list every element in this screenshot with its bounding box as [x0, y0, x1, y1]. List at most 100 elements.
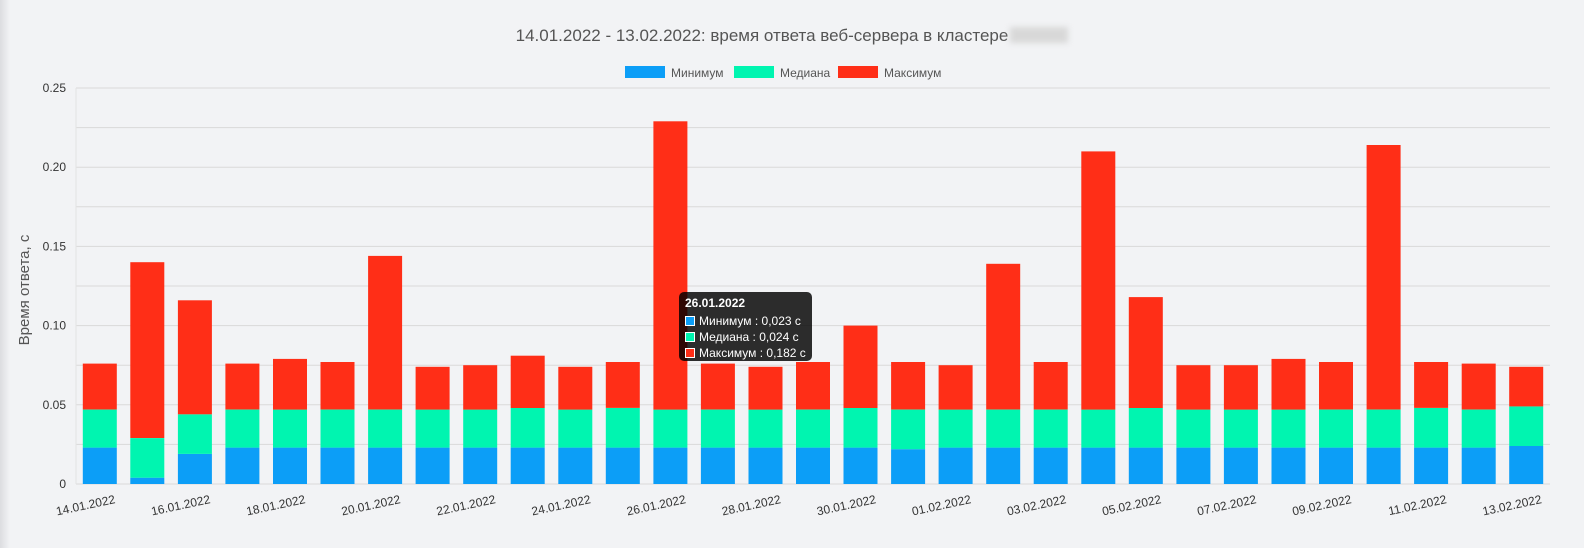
bar-median[interactable]: [1271, 409, 1306, 448]
bar-min[interactable]: [1176, 447, 1211, 484]
bar-max[interactable]: [891, 362, 926, 410]
bar-median[interactable]: [843, 408, 878, 448]
bar-min[interactable]: [843, 447, 878, 484]
bar-min[interactable]: [1128, 447, 1163, 484]
bar-min[interactable]: [700, 447, 735, 484]
bar-median[interactable]: [938, 409, 973, 448]
bar-min[interactable]: [986, 447, 1021, 484]
bar-max[interactable]: [1223, 365, 1258, 410]
bar-median[interactable]: [748, 409, 783, 448]
bar-median[interactable]: [1223, 409, 1258, 448]
bar-max[interactable]: [225, 363, 260, 410]
bar-median[interactable]: [558, 409, 593, 448]
bar-max[interactable]: [1081, 151, 1116, 410]
bar-min[interactable]: [1414, 447, 1449, 484]
legend-swatch-min[interactable]: [625, 66, 665, 78]
bar-max[interactable]: [463, 365, 498, 410]
bar-max[interactable]: [1509, 366, 1544, 407]
bar-min[interactable]: [1509, 446, 1544, 484]
bar-min[interactable]: [748, 447, 783, 484]
bar-max[interactable]: [1271, 358, 1306, 410]
bar-min[interactable]: [463, 447, 498, 484]
bar-max[interactable]: [130, 262, 165, 438]
bar-max[interactable]: [82, 363, 117, 410]
legend-label-min[interactable]: Минимум: [671, 66, 724, 80]
bar-min[interactable]: [273, 447, 307, 484]
bar-min[interactable]: [415, 447, 450, 484]
bar-median[interactable]: [1033, 409, 1068, 448]
bar-max[interactable]: [796, 362, 830, 410]
bar-median[interactable]: [82, 409, 117, 448]
bar-median[interactable]: [1509, 406, 1544, 446]
bar-median[interactable]: [986, 409, 1021, 448]
bar-median[interactable]: [1128, 408, 1163, 448]
bar-median[interactable]: [1414, 408, 1449, 448]
bar-max[interactable]: [1033, 362, 1068, 410]
bar-min[interactable]: [938, 447, 973, 484]
bar-max[interactable]: [843, 325, 878, 408]
bars[interactable]: [82, 121, 1544, 484]
bar-min[interactable]: [177, 453, 212, 484]
bar-max[interactable]: [1319, 362, 1353, 410]
bar-median[interactable]: [273, 409, 307, 448]
bar-median[interactable]: [1366, 409, 1401, 448]
bar-max[interactable]: [1128, 297, 1163, 408]
bar-max[interactable]: [415, 366, 450, 410]
bar-min[interactable]: [82, 447, 117, 484]
bar-median[interactable]: [796, 409, 830, 448]
bar-min[interactable]: [225, 447, 260, 484]
bar-max[interactable]: [510, 355, 545, 408]
bar-median[interactable]: [1461, 409, 1496, 448]
bar-max[interactable]: [1414, 362, 1449, 408]
legend[interactable]: Минимум Медиана Максимум: [625, 66, 941, 80]
bar-min[interactable]: [891, 449, 926, 484]
bar-max[interactable]: [1366, 145, 1401, 410]
bar-min[interactable]: [320, 447, 355, 484]
bar-median[interactable]: [177, 414, 212, 454]
bar-max[interactable]: [653, 121, 688, 410]
bar-max[interactable]: [558, 366, 593, 410]
bar-median[interactable]: [1081, 409, 1116, 448]
bar-min[interactable]: [653, 447, 688, 484]
bar-median[interactable]: [1319, 409, 1353, 448]
bar-min[interactable]: [130, 477, 165, 484]
bar-min[interactable]: [558, 447, 593, 484]
bar-min[interactable]: [1271, 447, 1306, 484]
bar-median[interactable]: [891, 409, 926, 450]
bar-median[interactable]: [368, 409, 403, 448]
bar-median[interactable]: [225, 409, 260, 448]
bar-median[interactable]: [653, 409, 688, 448]
bar-max[interactable]: [320, 362, 355, 410]
bar-min[interactable]: [1033, 447, 1068, 484]
bar-max[interactable]: [273, 358, 307, 410]
bar-median[interactable]: [320, 409, 355, 448]
bar-min[interactable]: [1366, 447, 1401, 484]
bar-max[interactable]: [1176, 365, 1211, 410]
legend-label-median[interactable]: Медиана: [780, 66, 831, 80]
bar-max[interactable]: [938, 365, 973, 410]
bar-max[interactable]: [605, 362, 640, 408]
bar-max[interactable]: [748, 366, 783, 410]
bar-min[interactable]: [1081, 447, 1116, 484]
legend-label-max[interactable]: Максимум: [884, 66, 941, 80]
bar-median[interactable]: [130, 438, 165, 478]
bar-median[interactable]: [700, 409, 735, 448]
bar-median[interactable]: [463, 409, 498, 448]
bar-max[interactable]: [1461, 363, 1496, 410]
bar-min[interactable]: [605, 447, 640, 484]
legend-swatch-median[interactable]: [734, 66, 774, 78]
bar-min[interactable]: [1319, 447, 1353, 484]
bar-max[interactable]: [368, 255, 403, 410]
bar-min[interactable]: [796, 447, 830, 484]
bar-min[interactable]: [510, 447, 545, 484]
bar-min[interactable]: [1223, 447, 1258, 484]
bar-median[interactable]: [1176, 409, 1211, 448]
bar-max[interactable]: [700, 363, 735, 410]
bar-max[interactable]: [177, 300, 212, 415]
bar-min[interactable]: [368, 447, 403, 484]
bar-median[interactable]: [415, 409, 450, 448]
legend-swatch-max[interactable]: [838, 66, 878, 78]
bar-median[interactable]: [605, 408, 640, 448]
bar-min[interactable]: [1461, 447, 1496, 484]
bar-median[interactable]: [510, 408, 545, 448]
